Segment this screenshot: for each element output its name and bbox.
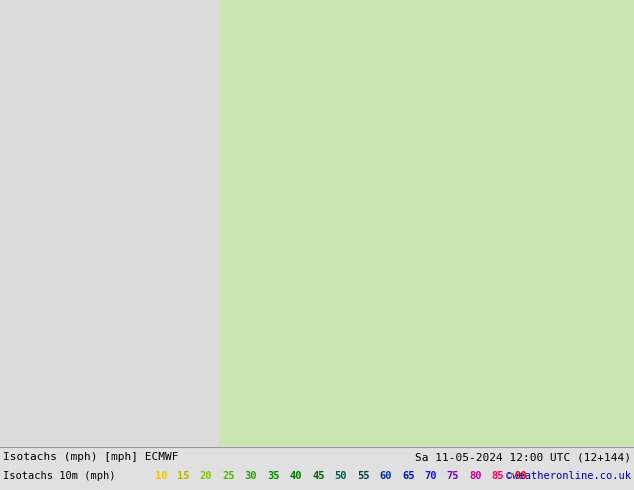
Text: 45: 45: [312, 471, 325, 481]
Text: 70: 70: [424, 471, 437, 481]
Text: Isotachs 10m (mph): Isotachs 10m (mph): [3, 471, 115, 481]
Text: 65: 65: [402, 471, 415, 481]
Text: 80: 80: [469, 471, 482, 481]
Text: 10: 10: [155, 471, 167, 481]
Text: Sa 11-05-2024 12:00 UTC (12+144): Sa 11-05-2024 12:00 UTC (12+144): [415, 452, 631, 462]
Text: 60: 60: [379, 471, 392, 481]
Text: 40: 40: [290, 471, 302, 481]
Text: 20: 20: [200, 471, 212, 481]
Text: 75: 75: [447, 471, 460, 481]
Text: 90: 90: [514, 471, 527, 481]
Text: 25: 25: [222, 471, 235, 481]
Text: 35: 35: [267, 471, 280, 481]
Text: Isotachs (mph) [mph] ECMWF: Isotachs (mph) [mph] ECMWF: [3, 452, 179, 462]
Text: 15: 15: [178, 471, 190, 481]
Text: ©weatheronline.co.uk: ©weatheronline.co.uk: [506, 471, 631, 481]
Text: 30: 30: [245, 471, 257, 481]
Bar: [220, 0, 634, 446]
Text: 55: 55: [357, 471, 370, 481]
Text: 50: 50: [335, 471, 347, 481]
Bar: [0, 0, 220, 446]
Text: 85: 85: [492, 471, 504, 481]
